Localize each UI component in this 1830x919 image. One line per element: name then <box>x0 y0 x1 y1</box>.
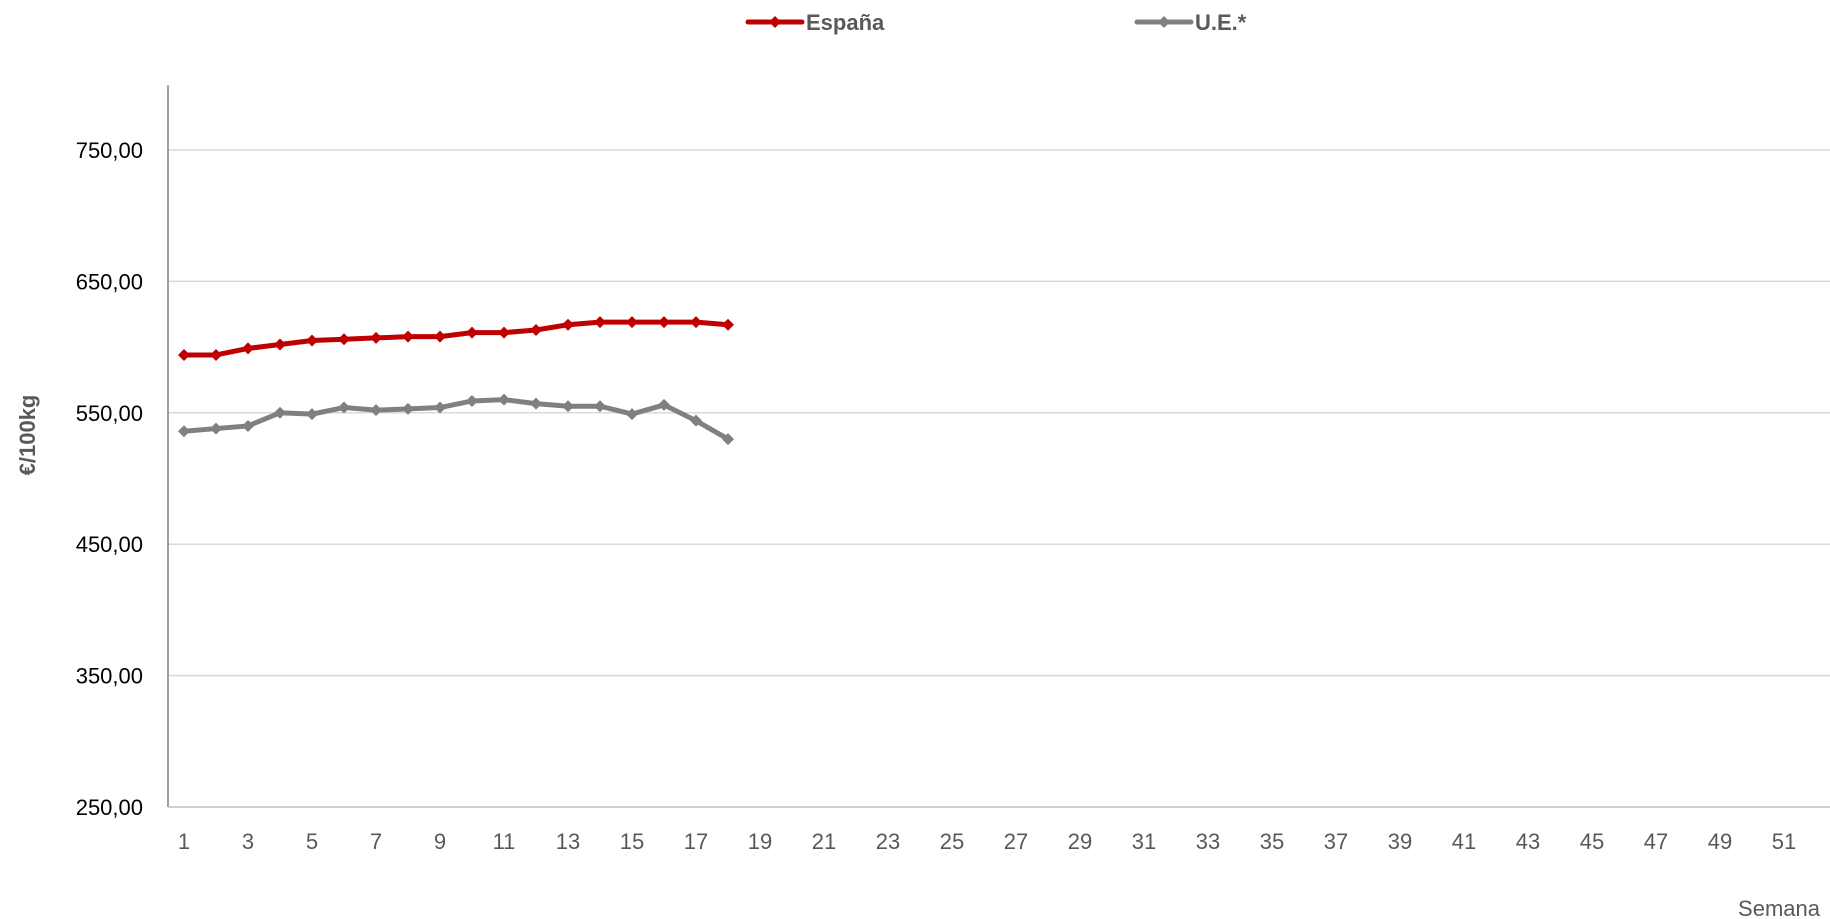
x-tick-label: 9 <box>434 829 446 854</box>
x-tick-label: 23 <box>876 829 900 854</box>
data-point-espana <box>626 316 638 329</box>
data-point-espana <box>722 318 734 331</box>
x-tick-label: 25 <box>940 829 964 854</box>
data-point-ue <box>658 398 670 411</box>
y-tick-label: 250,00 <box>76 795 143 820</box>
x-tick-label: 33 <box>1196 829 1220 854</box>
y-tick-label: 550,00 <box>76 401 143 426</box>
data-point-ue <box>370 404 382 417</box>
data-point-espana <box>658 316 670 329</box>
x-tick-label: 49 <box>1708 829 1732 854</box>
legend-item-ue[interactable]: U.E.* <box>1134 10 1247 35</box>
x-tick-label: 13 <box>556 829 580 854</box>
data-point-espana <box>178 348 190 361</box>
data-point-ue <box>306 408 318 421</box>
y-tick-label: 450,00 <box>76 532 143 557</box>
data-point-ue <box>274 406 286 419</box>
data-point-ue <box>530 397 542 410</box>
x-tick-label: 5 <box>306 829 318 854</box>
x-tick-label: 41 <box>1452 829 1476 854</box>
data-point-ue <box>434 401 446 414</box>
data-point-espana <box>434 330 446 343</box>
x-tick-label: 37 <box>1324 829 1348 854</box>
y-tick-label: 750,00 <box>76 138 143 163</box>
data-point-ue <box>594 400 606 413</box>
data-point-espana <box>274 338 286 351</box>
data-point-espana <box>498 326 510 339</box>
x-tick-label: 1 <box>178 829 190 854</box>
x-tick-label: 19 <box>748 829 772 854</box>
x-tick-label: 3 <box>242 829 254 854</box>
legend-item-espana[interactable]: España <box>745 10 885 35</box>
x-tick-label: 27 <box>1004 829 1028 854</box>
data-point-espana <box>690 316 702 329</box>
data-point-ue <box>210 422 222 435</box>
series-line-ue <box>181 397 731 442</box>
x-tick-label: 31 <box>1132 829 1156 854</box>
x-tick-label: 39 <box>1388 829 1412 854</box>
data-point-ue <box>338 401 350 414</box>
x-tick-label: 21 <box>812 829 836 854</box>
x-tick-label: 17 <box>684 829 708 854</box>
y-tick-label: 350,00 <box>76 664 143 689</box>
x-tick-label: 47 <box>1644 829 1668 854</box>
series-layer <box>178 316 734 446</box>
data-point-espana <box>370 331 382 344</box>
data-point-espana <box>338 333 350 346</box>
data-point-ue <box>242 419 254 432</box>
data-point-espana <box>466 326 478 339</box>
data-point-ue <box>690 414 702 427</box>
data-point-espana <box>530 324 542 337</box>
x-axis-ticks: 1 3 5 7 9 11 13 15 17 19 21 23 25 27 29 31 33 35 37 39 41 43 4… <box>178 829 1796 854</box>
data-point-ue <box>402 402 414 415</box>
x-tick-label: 43 <box>1516 829 1540 854</box>
data-point-ue <box>562 400 574 413</box>
y-axis-title: €/100kg <box>15 395 40 476</box>
x-tick-label: 7 <box>370 829 382 854</box>
data-point-espana <box>594 316 606 329</box>
x-tick-label: 35 <box>1260 829 1284 854</box>
x-tick-label: 51 <box>1772 829 1796 854</box>
y-axis-ticks: 250,00 350,00 450,00 550,00 650,00 750,00 <box>76 138 143 820</box>
data-point-ue <box>722 433 734 446</box>
x-tick-label: 11 <box>493 829 516 854</box>
data-point-espana <box>562 318 574 331</box>
gridlines <box>168 149 1830 677</box>
legend: España U.E.* <box>745 10 1247 35</box>
data-point-espana <box>306 334 318 347</box>
data-point-ue <box>466 394 478 407</box>
legend-marker-ue <box>1158 16 1170 28</box>
y-tick-label: 650,00 <box>76 269 143 294</box>
legend-label-ue: U.E.* <box>1195 10 1247 35</box>
x-axis-title: Semana <box>1738 896 1821 919</box>
data-point-espana <box>402 330 414 343</box>
legend-marker-espana <box>769 16 781 28</box>
legend-label-espana: España <box>806 10 885 35</box>
x-tick-label: 15 <box>620 829 644 854</box>
data-point-ue <box>626 408 638 421</box>
x-tick-label: 45 <box>1580 829 1604 854</box>
data-point-espana <box>210 348 222 361</box>
data-point-espana <box>242 342 254 355</box>
series-line-espana <box>181 319 731 358</box>
data-point-ue <box>498 393 510 406</box>
x-tick-label: 29 <box>1068 829 1092 854</box>
data-point-ue <box>178 425 190 438</box>
